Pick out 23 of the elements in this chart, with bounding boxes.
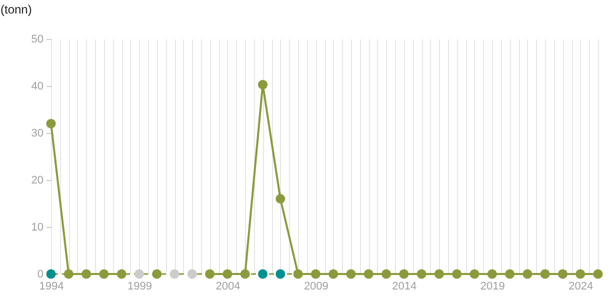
x-tick-label: 1999 — [127, 280, 152, 292]
y-tick-label: 10 — [31, 222, 44, 234]
x-tick-label: 2019 — [480, 280, 505, 292]
point — [276, 194, 286, 204]
point — [46, 269, 56, 279]
x-tick-label: 1994 — [39, 280, 64, 292]
point — [258, 80, 268, 90]
point — [187, 269, 197, 279]
x-tick-label: 2024 — [568, 280, 594, 292]
y-tick-label: 0 — [37, 268, 44, 280]
y-tick-label: 50 — [31, 34, 44, 46]
x-tick-label: 2009 — [304, 280, 328, 292]
point — [170, 269, 180, 279]
point — [46, 118, 56, 128]
x-tick-label: 2014 — [392, 280, 417, 292]
y-axis-title: (tonn) — [0, 2, 32, 16]
x-tick-label: 2004 — [216, 280, 240, 292]
y-tick-label: 40 — [31, 80, 44, 92]
point — [276, 269, 286, 279]
point — [258, 269, 268, 279]
point — [134, 269, 144, 279]
y-tick-label: 20 — [31, 174, 44, 186]
y-tick-label: 30 — [31, 128, 44, 140]
